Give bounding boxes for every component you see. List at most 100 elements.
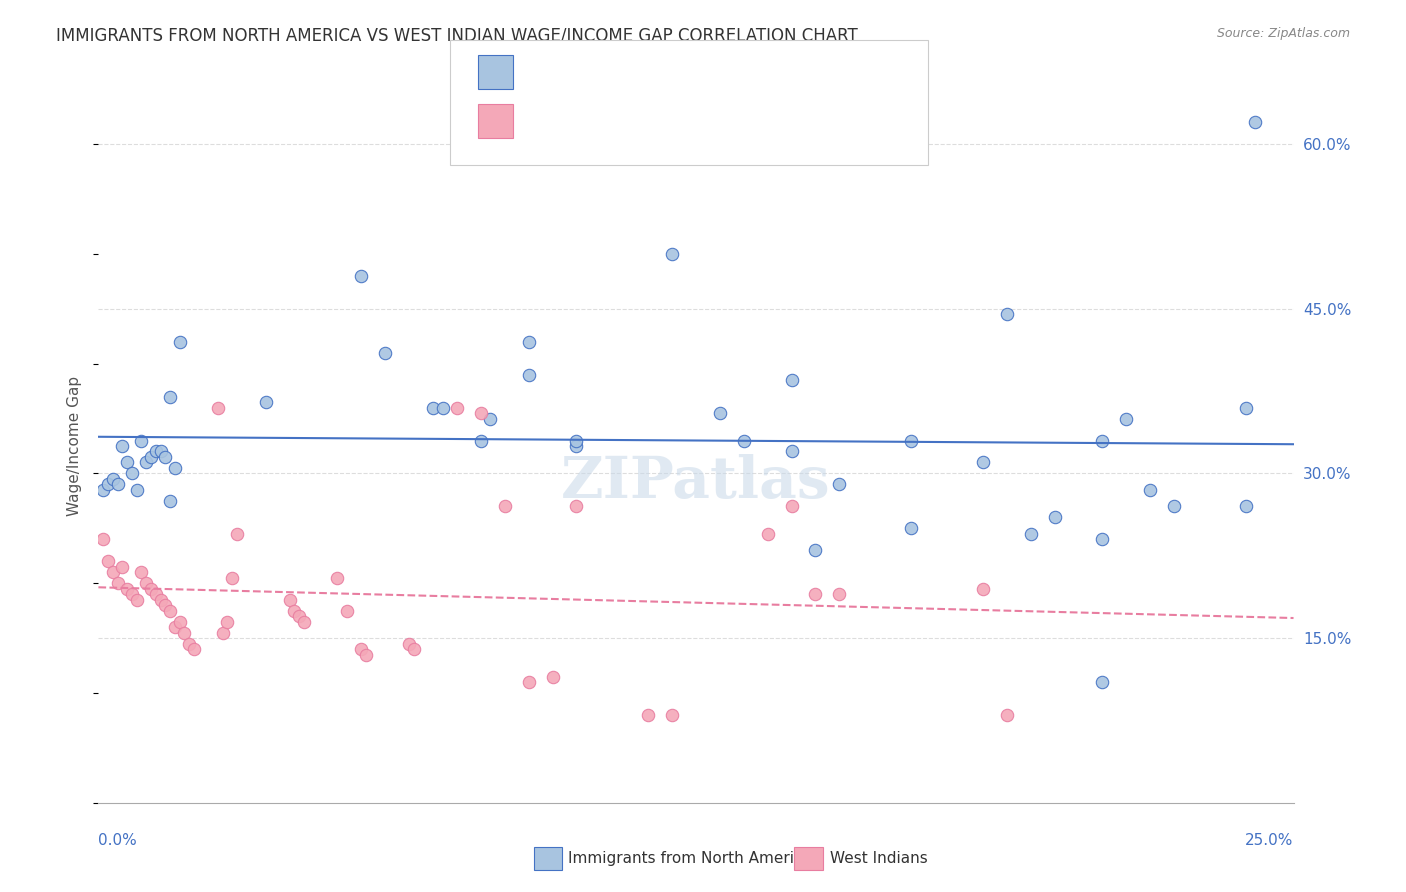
Point	[995, 708, 1018, 723]
Point	[217, 615, 239, 629]
Point	[145, 444, 167, 458]
Point	[107, 576, 129, 591]
Point	[159, 494, 181, 508]
Point	[149, 444, 172, 458]
Point	[709, 406, 731, 420]
Text: N =: N =	[686, 61, 717, 78]
Point	[756, 526, 779, 541]
Text: Immigrants from North America: Immigrants from North America	[568, 851, 811, 865]
Point	[292, 615, 315, 629]
Point	[1091, 675, 1114, 690]
Point	[183, 642, 205, 657]
Point	[804, 587, 827, 601]
Point	[278, 592, 301, 607]
Point	[288, 609, 311, 624]
Point	[221, 571, 243, 585]
Point	[637, 708, 659, 723]
Point	[972, 582, 994, 596]
Point	[131, 434, 153, 448]
Point	[432, 401, 454, 415]
Point	[354, 648, 377, 662]
Text: 31: 31	[748, 61, 773, 78]
Point	[1091, 434, 1114, 448]
Point	[121, 587, 143, 601]
Y-axis label: Wage/Income Gap: Wage/Income Gap	[67, 376, 83, 516]
Point	[1139, 483, 1161, 497]
Point	[900, 521, 922, 535]
Point	[115, 582, 138, 596]
Point	[149, 592, 172, 607]
Point	[517, 368, 540, 382]
Point	[145, 587, 167, 601]
Point	[828, 587, 851, 601]
Point	[101, 566, 124, 580]
Point	[283, 604, 305, 618]
Text: West Indians: West Indians	[830, 851, 928, 865]
Point	[517, 675, 540, 690]
Text: 0.173: 0.173	[593, 61, 650, 78]
Point	[91, 483, 114, 497]
Text: ZIPatlas: ZIPatlas	[561, 454, 831, 509]
Point	[326, 571, 349, 585]
Point	[470, 434, 492, 448]
Point	[97, 554, 120, 568]
Point	[139, 450, 162, 464]
Point	[494, 500, 516, 514]
Point	[131, 566, 153, 580]
Point	[733, 434, 755, 448]
Text: R =: R =	[524, 61, 555, 78]
Point	[121, 467, 143, 481]
Text: Source: ZipAtlas.com: Source: ZipAtlas.com	[1216, 27, 1350, 40]
Point	[1019, 526, 1042, 541]
Point	[226, 526, 249, 541]
Point	[661, 247, 683, 261]
Point	[254, 395, 277, 409]
Point	[780, 373, 803, 387]
Point	[155, 450, 177, 464]
Point	[336, 604, 359, 618]
Point	[541, 669, 564, 683]
Text: N =: N =	[686, 110, 717, 128]
Point	[470, 406, 492, 420]
Point	[1115, 411, 1137, 425]
Point	[479, 411, 502, 425]
Point	[155, 598, 177, 612]
Point	[402, 642, 425, 657]
Point	[422, 401, 444, 415]
Text: R =: R =	[524, 110, 555, 128]
Point	[135, 576, 157, 591]
Text: 39: 39	[748, 110, 773, 128]
Point	[169, 334, 191, 349]
Point	[139, 582, 162, 596]
Point	[804, 543, 827, 558]
Point	[398, 637, 420, 651]
Point	[661, 708, 683, 723]
Point	[374, 345, 396, 359]
Point	[1234, 500, 1257, 514]
Point	[1091, 533, 1114, 547]
Point	[1043, 510, 1066, 524]
Point	[900, 434, 922, 448]
Point	[972, 455, 994, 469]
Point	[179, 637, 201, 651]
Point	[1234, 401, 1257, 415]
Point	[125, 592, 148, 607]
Point	[163, 620, 186, 634]
Point	[350, 268, 373, 283]
Point	[565, 439, 588, 453]
Text: 25.0%: 25.0%	[1246, 833, 1294, 848]
Point	[111, 559, 134, 574]
Point	[97, 477, 120, 491]
Point	[169, 615, 191, 629]
Point	[125, 483, 148, 497]
Point	[211, 625, 233, 640]
Text: -0.022: -0.022	[579, 110, 644, 128]
Point	[350, 642, 373, 657]
Point	[159, 390, 181, 404]
Point	[107, 477, 129, 491]
Point	[163, 461, 186, 475]
Point	[1163, 500, 1185, 514]
Point	[91, 533, 114, 547]
Point	[780, 444, 803, 458]
Point	[207, 401, 229, 415]
